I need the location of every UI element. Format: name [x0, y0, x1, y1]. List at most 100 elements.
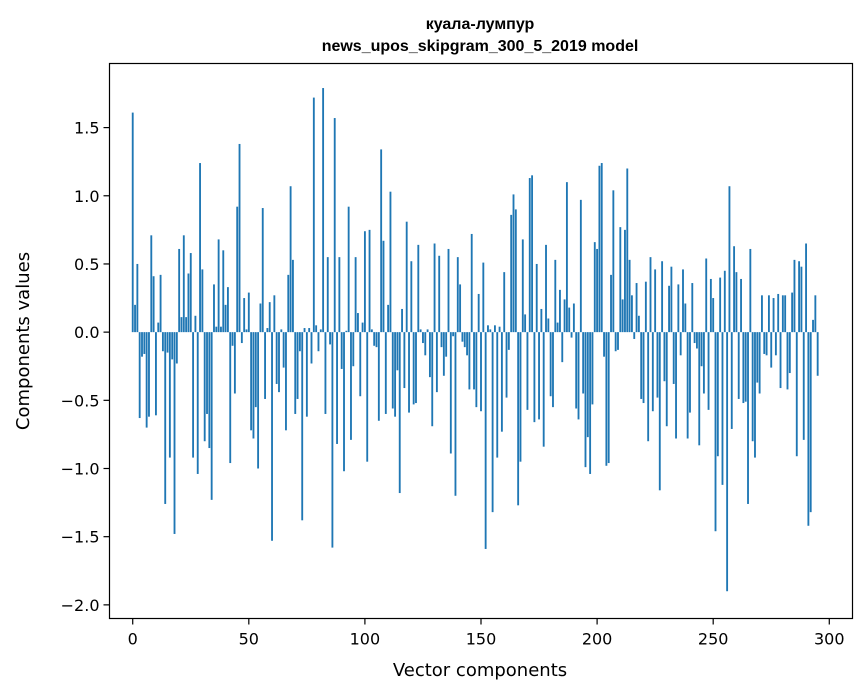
- bar-241: [691, 283, 694, 333]
- bar-160: [503, 272, 506, 333]
- bar-109: [384, 332, 387, 414]
- bar-119: [408, 332, 410, 413]
- x-tick-label-150: 150: [466, 630, 497, 649]
- bar-149: [477, 293, 480, 333]
- bar-258: [730, 332, 733, 429]
- bar-280: [781, 295, 784, 333]
- bar-130: [433, 243, 436, 333]
- x-axis-label: Vector components: [393, 660, 567, 681]
- y-tick-label-3: 0.0: [74, 323, 99, 342]
- bar-286: [795, 332, 798, 457]
- bar-262: [740, 278, 742, 333]
- bar-153: [487, 325, 489, 333]
- bar-211: [621, 299, 624, 333]
- bar-197: [589, 332, 592, 474]
- bar-219: [640, 332, 643, 399]
- bar-92: [345, 330, 348, 333]
- bar-289: [802, 332, 805, 440]
- y-axis-label: Components values: [13, 252, 34, 430]
- y-tick-label-5: −1.0: [61, 460, 100, 479]
- bar-185: [561, 332, 564, 363]
- bar-120: [410, 261, 413, 333]
- bar-164: [512, 194, 515, 333]
- bar-17: [171, 332, 174, 360]
- bar-188: [568, 307, 571, 333]
- bar-74: [303, 328, 306, 333]
- bar-226: [656, 332, 659, 398]
- bar-144: [466, 332, 468, 356]
- bar-235: [677, 284, 680, 333]
- bar-124: [419, 329, 422, 333]
- bar-198: [591, 332, 594, 405]
- bar-18: [173, 332, 176, 534]
- bar-169: [524, 314, 527, 333]
- bar-1: [134, 304, 136, 333]
- bar-166: [517, 332, 520, 506]
- bar-217: [635, 283, 638, 333]
- bar-40: [224, 304, 227, 333]
- bar-272: [763, 332, 766, 354]
- bar-156: [494, 325, 496, 333]
- bar-251: [714, 332, 717, 532]
- bar-62: [275, 332, 278, 384]
- bar-125: [422, 332, 424, 344]
- bar-91: [343, 332, 345, 472]
- bar-203: [603, 332, 605, 357]
- bar-225: [654, 269, 657, 333]
- bar-142: [461, 332, 464, 342]
- bar-39: [222, 250, 225, 333]
- bar-271: [761, 295, 763, 333]
- bar-9: [152, 276, 155, 333]
- bar-16: [168, 332, 171, 458]
- bar-178: [545, 244, 547, 333]
- y-tick-label-4: −0.5: [61, 391, 100, 410]
- bar-129: [431, 332, 434, 427]
- bar-181: [552, 332, 554, 408]
- bar-108: [382, 240, 385, 333]
- bar-123: [417, 244, 420, 333]
- bar-275: [770, 332, 773, 368]
- bar-137: [449, 332, 452, 454]
- bar-138: [452, 332, 455, 337]
- bar-205: [607, 332, 610, 464]
- bar-194: [582, 332, 585, 394]
- bar-97: [357, 313, 359, 333]
- bar-244: [698, 332, 701, 446]
- bars-group: [131, 88, 819, 592]
- bar-78: [312, 97, 315, 333]
- bar-168: [521, 239, 524, 333]
- bar-199: [593, 242, 596, 333]
- bar-147: [473, 332, 475, 390]
- bar-231: [668, 285, 671, 333]
- bar-174: [535, 263, 538, 333]
- bar-292: [809, 332, 812, 513]
- bar-293: [812, 319, 814, 333]
- bar-4: [141, 332, 143, 357]
- bar-216: [633, 332, 636, 339]
- bar-238: [684, 303, 687, 333]
- bar-118: [405, 221, 408, 333]
- bar-49: [245, 329, 248, 333]
- bar-173: [533, 332, 536, 423]
- bar-179: [547, 318, 550, 333]
- bar-273: [765, 332, 768, 356]
- bar-131: [435, 332, 438, 393]
- bar-201: [598, 165, 601, 333]
- bar-38: [220, 326, 222, 333]
- bar-110: [387, 304, 390, 333]
- bar-56: [261, 208, 264, 333]
- chart-title-line2: news_upos_skipgram_300_5_2019 model: [322, 38, 639, 55]
- bar-145: [468, 332, 471, 390]
- bar-15: [166, 332, 169, 353]
- bar-36: [215, 326, 218, 333]
- bar-103: [370, 329, 373, 333]
- bar-229: [663, 332, 666, 382]
- bar-28: [196, 332, 199, 474]
- bar-222: [647, 332, 650, 442]
- bar-172: [531, 175, 534, 333]
- bar-158: [498, 326, 501, 333]
- bar-122: [415, 332, 417, 404]
- y-tick-label-0: 1.5: [74, 119, 99, 138]
- bar-134: [442, 332, 445, 376]
- bar-215: [630, 295, 633, 333]
